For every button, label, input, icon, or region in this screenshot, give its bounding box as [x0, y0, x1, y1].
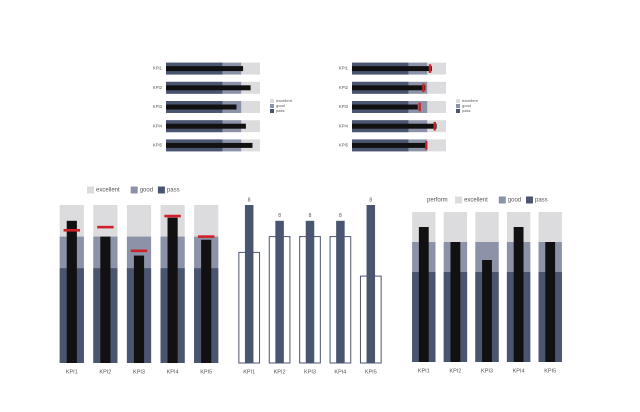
legend-label: pass — [167, 188, 180, 194]
target-marker — [164, 214, 181, 218]
legend-swatch-excellent — [270, 99, 274, 103]
legend-label: excellent — [96, 188, 120, 194]
value-bar — [352, 142, 428, 148]
legend-swatch-pass — [526, 196, 533, 204]
target-marker — [433, 121, 436, 131]
category-label: KPI5 — [544, 368, 556, 374]
legend-swatch-excellent — [456, 99, 460, 103]
value-bar — [66, 220, 77, 363]
category-label: KPI2 — [274, 369, 286, 375]
legend-label: pass — [535, 198, 548, 204]
legend-label: good — [140, 188, 153, 194]
value-bar — [167, 217, 178, 363]
vbullet-chart-5: KPI1 KPI2 KPI3 KPI4 KPI5 perform excellent good… — [412, 196, 562, 374]
value-bar — [482, 260, 492, 362]
category-label: KPI3 — [304, 369, 316, 375]
category-label: KPI4 — [339, 123, 349, 128]
value-bar — [545, 242, 556, 362]
category-label: KPI1 — [153, 66, 163, 71]
category-label: KPI1 — [339, 66, 349, 71]
legend-swatch-good — [456, 104, 460, 108]
column-bar — [244, 205, 254, 363]
value-bar — [418, 227, 429, 362]
legend-label: excellent — [276, 98, 293, 103]
legend-label: good — [276, 103, 285, 108]
target-marker — [197, 235, 215, 238]
data-label: 8 — [369, 197, 372, 203]
value-bar — [166, 104, 237, 110]
category-label: KPI4 — [513, 368, 525, 374]
legend-label: perform — [427, 198, 448, 204]
legend-swatch-good — [270, 104, 274, 108]
target-marker — [418, 102, 421, 112]
category-label: KPI2 — [449, 368, 461, 374]
value-bar — [166, 142, 253, 148]
value-bar — [513, 227, 524, 362]
category-label: KPI5 — [339, 143, 349, 148]
column-bar — [366, 205, 376, 363]
category-label: KPI1 — [243, 369, 255, 375]
value-bar — [450, 242, 461, 362]
category-label: KPI4 — [153, 123, 163, 128]
value-bar — [352, 104, 418, 110]
category-label: KPI1 — [66, 369, 78, 375]
data-label: 8 — [309, 213, 312, 219]
category-label: KPI3 — [339, 104, 349, 109]
category-label: KPI4 — [167, 369, 179, 375]
legend-swatch-pass — [456, 109, 460, 113]
legend-swatch-good — [498, 196, 506, 204]
value-bar — [352, 85, 426, 91]
category-label: KPI3 — [133, 369, 145, 375]
value-bar — [133, 255, 145, 363]
value-bar — [201, 239, 212, 363]
target-marker — [63, 228, 81, 232]
target-marker — [130, 249, 148, 253]
legend-swatch-excellent — [87, 186, 94, 194]
category-label: KPI2 — [99, 369, 111, 375]
data-label: 8 — [278, 213, 281, 219]
category-label: KPI3 — [481, 368, 493, 374]
column-bar — [275, 220, 284, 363]
legend-label: good — [508, 198, 521, 204]
data-label: 8 — [248, 197, 251, 203]
legend-label: good — [462, 103, 471, 108]
category-label: KPI5 — [365, 369, 377, 375]
value-bar — [166, 123, 246, 129]
legend-swatch-good — [130, 186, 138, 194]
column-outline-chart: 8 KPI1 8 KPI2 8 KPI3 8 KPI4 8 KPI5 — [238, 197, 382, 375]
category-label: KPI2 — [153, 85, 163, 90]
category-label: KPI1 — [418, 368, 430, 374]
target-marker — [97, 225, 114, 229]
column-bar — [336, 220, 345, 363]
target-marker — [428, 64, 432, 73]
legend-label: pass — [462, 108, 470, 113]
value-bar — [166, 66, 244, 72]
legend-label: excellent — [462, 98, 479, 103]
legend-label: pass — [276, 108, 284, 113]
vbullet-chart-3: KPI1 KPI2 KPI3 KPI4 KPI5 excellent good pass — [59, 186, 219, 375]
category-label: KPI5 — [153, 143, 163, 148]
category-label: KPI3 — [153, 104, 163, 109]
legend-swatch-pass — [270, 109, 274, 113]
legend-swatch-pass — [157, 186, 165, 194]
category-label: KPI4 — [334, 369, 346, 375]
target-marker — [422, 83, 425, 93]
category-label: KPI5 — [200, 369, 212, 375]
target-marker — [425, 141, 428, 150]
value-bar — [100, 236, 111, 363]
value-bar — [352, 123, 437, 129]
value-bar — [352, 66, 432, 72]
data-label: 8 — [339, 213, 342, 219]
category-label: KPI2 — [339, 85, 349, 90]
legend-swatch-excellent — [455, 196, 463, 204]
column-bar — [305, 220, 315, 363]
value-bar — [166, 85, 251, 91]
legend-label: excellent — [464, 198, 488, 204]
